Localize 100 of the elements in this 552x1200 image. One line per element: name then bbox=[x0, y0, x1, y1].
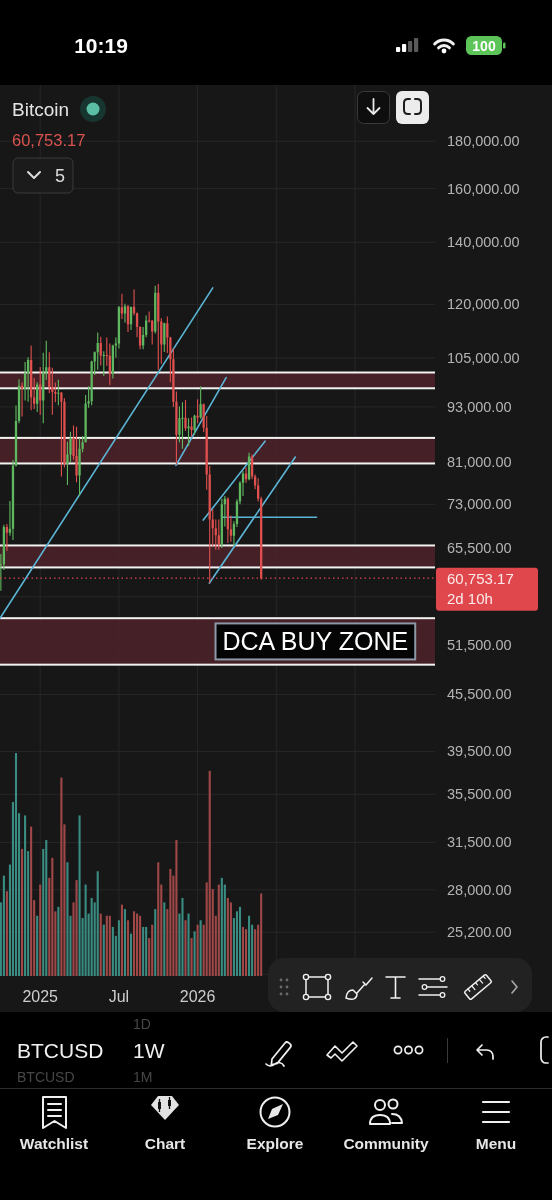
text: 1D bbox=[133, 1016, 151, 1032]
text: 60,753.17 bbox=[12, 131, 86, 149]
bar bbox=[108, 915, 111, 976]
ref-line-label: 60,753.17 bbox=[447, 570, 514, 588]
bar bbox=[220, 877, 223, 976]
bar bbox=[102, 924, 105, 976]
y-tick-label: 31,500.00 bbox=[447, 834, 512, 851]
bar bbox=[229, 902, 232, 976]
bar bbox=[181, 897, 184, 976]
y-tick-label: 160,000.00 bbox=[447, 180, 520, 197]
bar bbox=[142, 926, 145, 976]
band-label: DCA BUY ZONE bbox=[222, 627, 409, 656]
candlestick bbox=[187, 418, 190, 446]
y-tick-label: 25,200.00 bbox=[447, 924, 512, 941]
bar bbox=[193, 931, 196, 976]
bar bbox=[199, 920, 202, 976]
text: Explore bbox=[246, 1134, 304, 1152]
bar bbox=[151, 924, 154, 976]
bar bbox=[226, 897, 229, 976]
y-tick-label: 73,000.00 bbox=[447, 496, 512, 513]
bar bbox=[184, 920, 187, 976]
bar bbox=[51, 857, 54, 976]
text: 10:19 bbox=[74, 33, 128, 57]
bar bbox=[2, 875, 5, 976]
y-tick-label: 105,000.00 bbox=[447, 350, 520, 367]
bar bbox=[241, 926, 245, 976]
y-tick-label: 35,500.00 bbox=[447, 786, 512, 803]
y-tick-label: 39,500.00 bbox=[447, 743, 512, 760]
bar bbox=[57, 906, 60, 976]
bar bbox=[260, 893, 263, 976]
x-tick-label: 2025 bbox=[22, 987, 59, 1005]
text: Bitcoin bbox=[12, 98, 70, 120]
candlestick bbox=[75, 426, 78, 483]
text: BTCUSD bbox=[17, 1069, 75, 1085]
y-tick-label: 65,500.00 bbox=[447, 539, 512, 556]
y-tick-label: 93,000.00 bbox=[447, 398, 512, 415]
bar bbox=[175, 839, 178, 976]
bar bbox=[84, 884, 87, 976]
bar bbox=[154, 909, 157, 976]
text: Community bbox=[343, 1134, 429, 1152]
y-tick-label: 180,000.00 bbox=[447, 133, 520, 150]
bar bbox=[129, 933, 133, 976]
bar bbox=[78, 815, 81, 976]
candlestick bbox=[190, 417, 193, 437]
bar bbox=[117, 920, 120, 976]
y-tick-label: 28,000.00 bbox=[447, 881, 512, 898]
bar bbox=[136, 913, 139, 976]
bar bbox=[145, 926, 148, 976]
bar bbox=[90, 897, 93, 976]
bar bbox=[60, 777, 63, 976]
annotation: 5 bbox=[54, 166, 66, 186]
bar bbox=[139, 915, 142, 976]
candlestick bbox=[57, 379, 60, 406]
text: 1M bbox=[133, 1069, 153, 1085]
x-tick-label: Jul bbox=[108, 987, 130, 1005]
bar bbox=[21, 848, 24, 976]
bar bbox=[196, 924, 199, 976]
bar bbox=[99, 913, 102, 976]
bar bbox=[105, 915, 108, 976]
bar bbox=[24, 815, 27, 976]
bar bbox=[36, 915, 39, 976]
bar bbox=[5, 891, 8, 976]
bar bbox=[187, 913, 190, 976]
text: Chart bbox=[144, 1134, 186, 1152]
candlestick bbox=[123, 303, 127, 323]
bar bbox=[111, 926, 114, 976]
bar bbox=[133, 911, 136, 976]
bar bbox=[235, 911, 239, 976]
bar bbox=[96, 871, 99, 976]
x-tick-label: 2026 bbox=[179, 987, 216, 1005]
bar bbox=[190, 938, 193, 976]
bar bbox=[254, 929, 257, 976]
bar bbox=[45, 839, 48, 976]
y-tick-label: 140,000.00 bbox=[447, 234, 520, 251]
bar bbox=[244, 929, 248, 976]
text: 1W bbox=[133, 1038, 165, 1062]
bar bbox=[126, 920, 130, 976]
candlestick bbox=[181, 402, 184, 449]
text: Menu bbox=[475, 1134, 517, 1152]
text: Watchlist bbox=[19, 1134, 89, 1152]
bar bbox=[14, 753, 18, 976]
bar bbox=[30, 826, 33, 976]
bar bbox=[169, 868, 172, 976]
candlestick bbox=[244, 467, 248, 483]
bar bbox=[123, 909, 127, 976]
bar bbox=[238, 906, 242, 976]
bar bbox=[208, 770, 211, 976]
text: BTCUSD bbox=[17, 1038, 104, 1062]
bar bbox=[39, 884, 42, 976]
text: 100 bbox=[472, 37, 496, 54]
bar bbox=[248, 915, 251, 976]
y-tick-label: 120,000.00 bbox=[447, 296, 520, 313]
bar bbox=[120, 904, 123, 976]
bar bbox=[163, 902, 166, 976]
bar bbox=[217, 884, 220, 976]
y-tick-label: 45,500.00 bbox=[447, 686, 512, 703]
text: 2d 10h bbox=[447, 590, 493, 608]
candlestick bbox=[60, 392, 63, 477]
bar bbox=[66, 862, 69, 976]
y-tick-label: 81,000.00 bbox=[447, 454, 512, 471]
